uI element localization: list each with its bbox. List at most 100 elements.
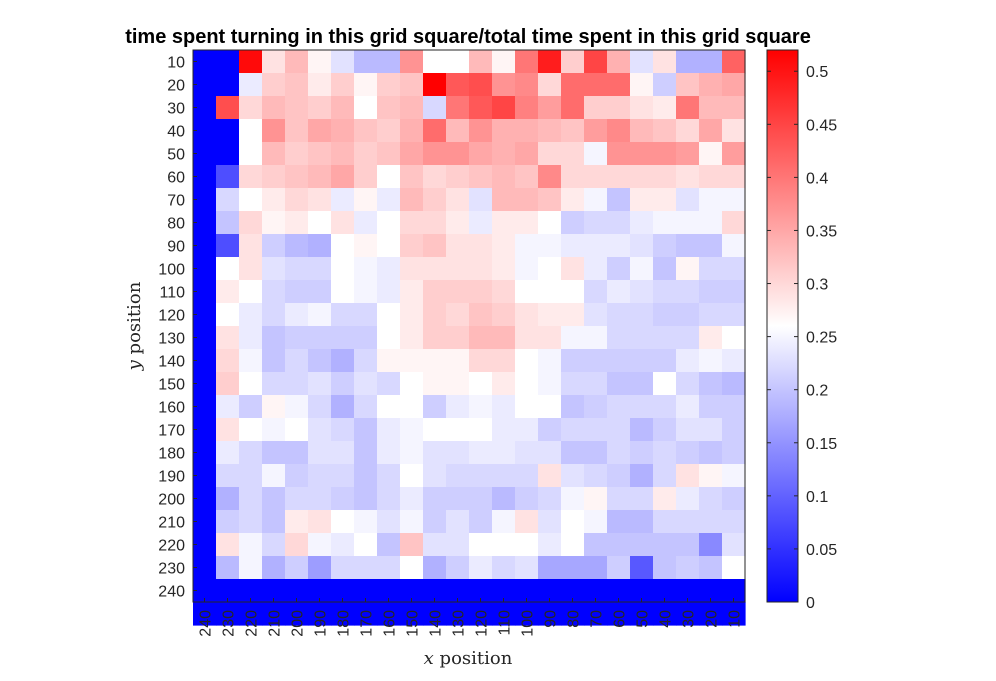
heatmap-cell [308, 556, 332, 580]
heatmap-cell [584, 50, 608, 74]
heatmap-cell [446, 441, 470, 465]
heatmap-cell [400, 73, 424, 97]
heatmap-cell [630, 303, 654, 327]
heatmap-cell [676, 487, 700, 511]
heatmap-cell [446, 418, 470, 442]
heatmap-cell [676, 303, 700, 327]
heatmap-cell [193, 303, 217, 327]
heatmap-cell [262, 119, 286, 143]
heatmap-cell [515, 188, 539, 212]
y-tick-label: 70 [167, 193, 185, 210]
heatmap-cell [492, 441, 516, 465]
heatmap-cell [538, 372, 562, 396]
heatmap-cell [331, 395, 355, 419]
heatmap-cell [216, 119, 240, 143]
heatmap-cell [354, 579, 378, 603]
heatmap-cell [331, 142, 355, 166]
heatmap-cell [561, 73, 585, 97]
heatmap-cell [446, 303, 470, 327]
heatmap-cell [193, 510, 217, 534]
heatmap-cell [722, 234, 746, 258]
heatmap-cell [331, 418, 355, 442]
y-tick-label: 110 [159, 285, 185, 302]
heatmap-cell [584, 579, 608, 603]
heatmap-cell [515, 441, 539, 465]
heatmap-cell [308, 602, 332, 626]
heatmap-cell [538, 441, 562, 465]
x-tick-label: 230 [221, 610, 238, 637]
heatmap-cell [446, 372, 470, 396]
heatmap-cell [699, 73, 723, 97]
heatmap-cell [216, 533, 240, 557]
heatmap-cell [193, 372, 217, 396]
heatmap-cell [216, 234, 240, 258]
heatmap-cell [492, 464, 516, 488]
heatmap-cell [469, 234, 493, 258]
heatmap-cell [308, 395, 332, 419]
y-tick-label: 90 [167, 239, 185, 256]
heatmap-cell [193, 257, 217, 281]
heatmap-cell [469, 280, 493, 304]
heatmap-cell [607, 556, 631, 580]
heatmap-cell [423, 533, 447, 557]
x-tick-label: 220 [244, 610, 261, 637]
heatmap-cell [722, 73, 746, 97]
heatmap-cell [423, 257, 447, 281]
heatmap-cell [515, 96, 539, 120]
heatmap-cell [193, 96, 217, 120]
heatmap-cell [584, 326, 608, 350]
y-tick-label: 240 [158, 584, 185, 601]
heatmap-cell [423, 487, 447, 511]
heatmap-cell [538, 510, 562, 534]
heatmap-cell [630, 165, 654, 189]
heatmap-cell [239, 602, 263, 626]
heatmap-cell [262, 464, 286, 488]
heatmap-cell [331, 326, 355, 350]
heatmap-cell [285, 487, 309, 511]
heatmap-cell [216, 96, 240, 120]
heatmap-cell [423, 441, 447, 465]
heatmap-cell [239, 510, 263, 534]
heatmap-cell [699, 349, 723, 373]
heatmap-cell [469, 326, 493, 350]
heatmap-cell [492, 303, 516, 327]
heatmap-cell [584, 602, 608, 626]
heatmap-cell [216, 487, 240, 511]
heatmap-cell [653, 510, 677, 534]
heatmap-cell [676, 395, 700, 419]
heatmap-cell [285, 579, 309, 603]
y-axis-label-var: y [124, 359, 145, 371]
heatmap-cell [216, 349, 240, 373]
heatmap-cell [239, 280, 263, 304]
heatmap-cell [722, 395, 746, 419]
heatmap-cell [584, 372, 608, 396]
heatmap-cell [308, 211, 332, 235]
heatmap-cell [676, 464, 700, 488]
heatmap-cell [722, 602, 746, 626]
heatmap-cell [630, 464, 654, 488]
heatmap-cell [561, 257, 585, 281]
heatmap-cell [492, 395, 516, 419]
heatmap-cell [561, 556, 585, 580]
heatmap-cell [400, 372, 424, 396]
colorbar-tick-label: 0 [806, 595, 815, 612]
heatmap-cell [216, 579, 240, 603]
heatmap-cell [607, 234, 631, 258]
heatmap-cell [262, 349, 286, 373]
heatmap-cell [722, 188, 746, 212]
heatmap-cell [262, 602, 286, 626]
heatmap-cell [699, 280, 723, 304]
heatmap-cell [400, 602, 424, 626]
heatmap-cell [653, 119, 677, 143]
heatmap-cell [308, 441, 332, 465]
heatmap-cell [607, 188, 631, 212]
heatmap-cell [515, 579, 539, 603]
x-tick-label: 120 [474, 610, 491, 637]
heatmap-cell [653, 50, 677, 74]
heatmap-cell [354, 349, 378, 373]
heatmap-cell [584, 441, 608, 465]
heatmap-cell [561, 395, 585, 419]
heatmap-cell [699, 533, 723, 557]
heatmap-cell [331, 579, 355, 603]
